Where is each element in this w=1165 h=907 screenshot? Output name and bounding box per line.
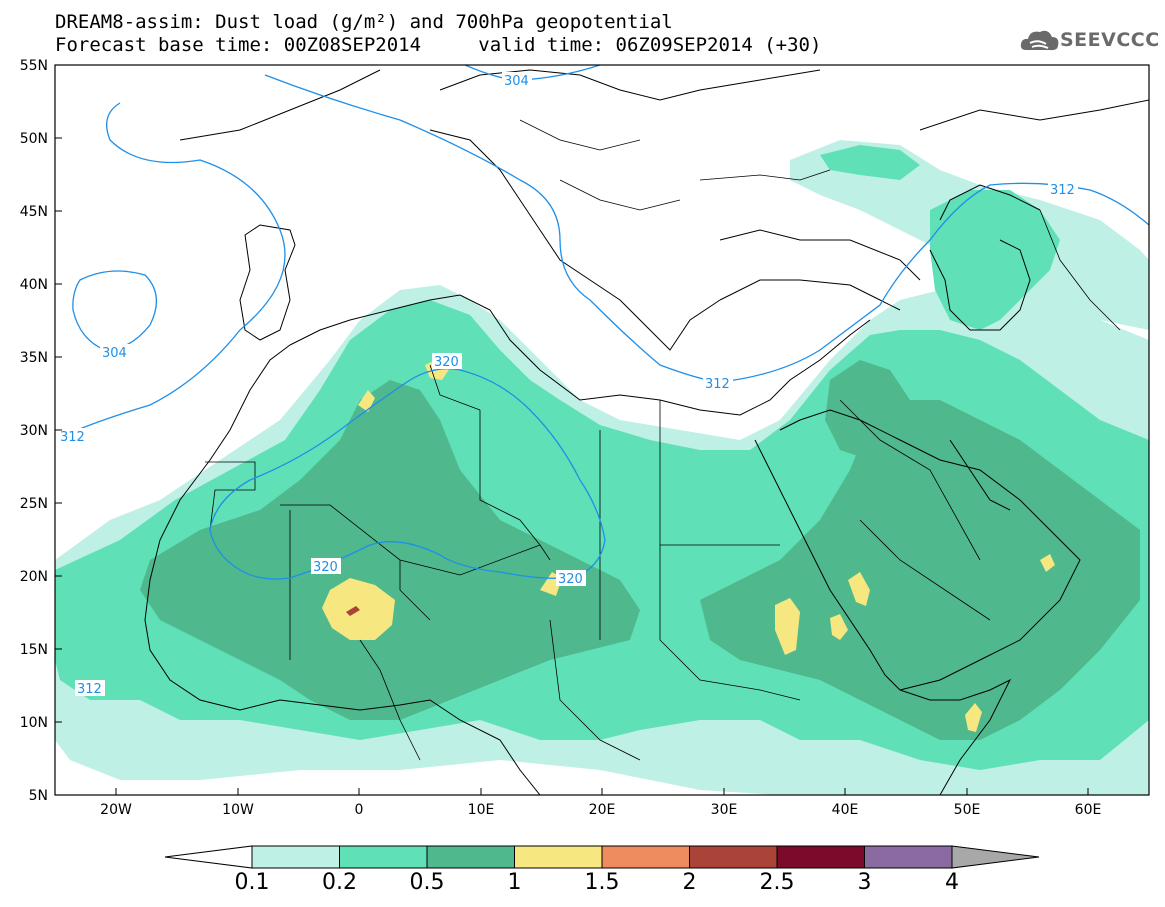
contour-label-312-med: 312 <box>705 377 730 392</box>
dust-level-1-h <box>965 703 982 732</box>
seevccc-cloud-logo-icon <box>1020 30 1059 51</box>
dust-level-0.5-east <box>700 400 1140 740</box>
map-title: DREAM8-assim: Dust load (g/m²) and 700hP… <box>55 11 673 33</box>
lat-label: 10N <box>20 715 48 731</box>
colorbar-swatch <box>776 845 865 869</box>
lon-label: 60E <box>1075 802 1102 818</box>
colorbar-swatch <box>689 845 778 869</box>
contour-label-304-north: 304 <box>504 74 529 89</box>
colorbar-swatch <box>864 845 953 869</box>
contour-304-north <box>464 65 601 81</box>
contour-label-312-sw: 312 <box>77 682 102 697</box>
colorbar-label: 1.5 <box>584 870 620 895</box>
lon-label: 0 <box>355 802 364 818</box>
lon-label: 10W <box>222 802 254 818</box>
contour-304-loop <box>72 270 157 351</box>
lon-label: 50E <box>954 802 981 818</box>
contour-label-304-west: 304 <box>102 346 127 361</box>
dust-level-0.2-caspian <box>930 190 1060 330</box>
dust-level-1-f <box>830 614 848 640</box>
dust-level-1-g <box>1040 554 1055 572</box>
contour-label-312-east: 312 <box>1050 183 1075 198</box>
country-borders <box>205 119 1121 761</box>
lon-label: 30E <box>711 802 738 818</box>
dust-level-1-d <box>775 598 800 655</box>
colorbar-label: 0.1 <box>234 870 270 895</box>
lon-label: 20W <box>100 802 132 818</box>
lat-label: 5N <box>29 788 48 804</box>
lat-label: 25N <box>20 496 48 512</box>
lat-label: 50N <box>20 131 48 147</box>
dust-level-1-e <box>848 572 870 606</box>
colorbar-swatch <box>251 845 340 869</box>
contour-label-320-a: 320 <box>434 355 459 370</box>
colorbar-over-arrow <box>951 845 1040 869</box>
colorbar-swatch <box>339 845 428 869</box>
colorbar-label: 3 <box>857 870 872 895</box>
lon-label: 10E <box>468 802 495 818</box>
dust-level-1-b <box>358 390 375 412</box>
lat-label: 20N <box>20 569 48 585</box>
map-subtitle: Forecast base time: 00Z08SEP2014 valid t… <box>55 35 821 56</box>
lat-label: 30N <box>20 423 48 439</box>
contour-label-320-b: 320 <box>313 560 338 575</box>
colorbar-label: 2 <box>682 870 697 895</box>
latitude-axis: 55N 50N 45N 40N 35N 30N 25N 20N 15N 10N … <box>20 58 62 804</box>
lon-label: 20E <box>589 802 616 818</box>
colorbar-swatch <box>601 845 690 869</box>
longitude-axis: 20W 10W 0 10E 20E 30E 40E 50E 60E <box>100 788 1101 818</box>
coastline-lines <box>144 69 1149 795</box>
colorbar-label: 2.5 <box>759 870 795 895</box>
colorbar-swatch <box>514 845 603 869</box>
lat-label: 35N <box>20 350 48 366</box>
colorbar-label: 0.5 <box>409 870 445 895</box>
valid-time: valid time: 06Z09SEP2014 (+30) <box>478 34 822 56</box>
dust-level-0.5-sahara <box>140 380 640 720</box>
dust-level-1.5-core <box>346 606 360 616</box>
base-time: Forecast base time: 00Z08SEP2014 <box>55 34 422 56</box>
colorbar-label: 0.2 <box>322 870 357 895</box>
lon-label: 40E <box>832 802 859 818</box>
colorbar <box>164 845 1040 869</box>
logo-text: SEEVCCC <box>1060 29 1160 51</box>
lat-label: 55N <box>20 58 48 74</box>
contour-label-312-west: 312 <box>60 430 85 445</box>
dust-level-0.5-arabia <box>825 360 910 460</box>
lat-label: 45N <box>20 204 48 220</box>
lat-label: 40N <box>20 277 48 293</box>
dust-level-0.2-north <box>820 145 920 180</box>
colorbar-under-arrow <box>164 845 253 869</box>
colorbar-swatch <box>426 845 515 869</box>
colorbar-label: 1 <box>507 870 522 895</box>
contour-labels: 304 304 312 312 312 312 320 320 320 <box>58 72 1078 697</box>
contour-label-320-c: 320 <box>558 572 583 587</box>
contour-304-west <box>64 102 286 436</box>
colorbar-label: 4 <box>945 870 959 895</box>
lat-label: 15N <box>20 642 48 658</box>
